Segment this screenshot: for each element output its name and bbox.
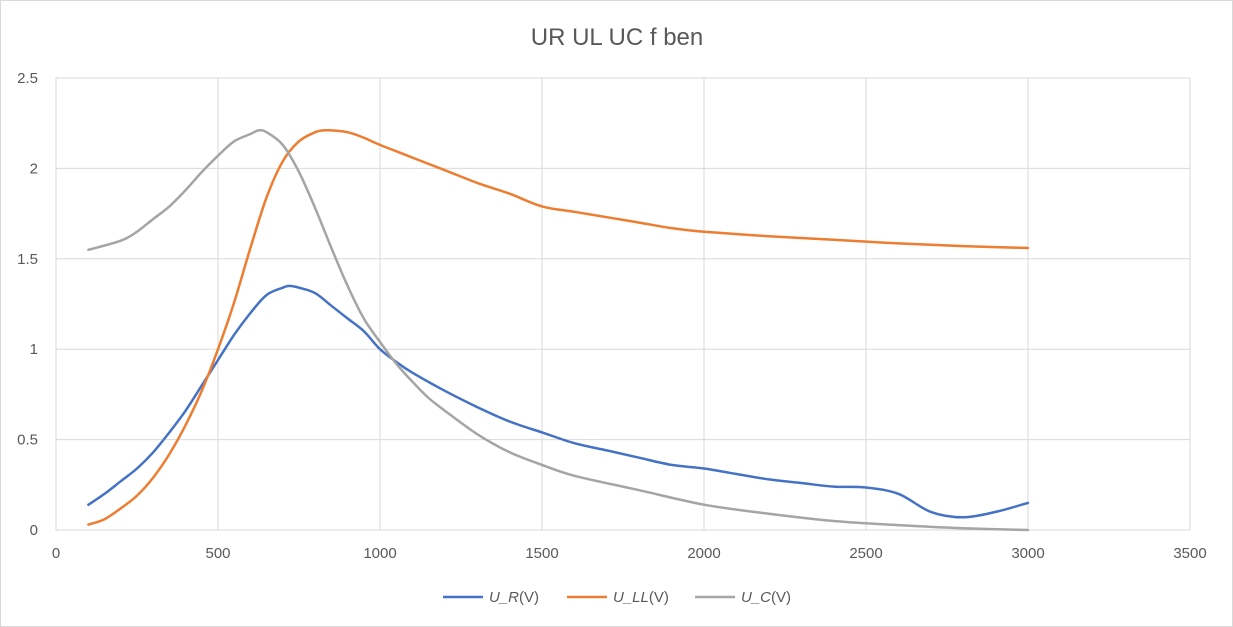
series-lines [87,128,1030,532]
x-tick-label: 0 [52,545,60,562]
legend-item-u-r: U_R(V) [443,589,539,606]
legend-series-unit: (V) [771,589,791,606]
y-tick-label: 0.5 [17,432,38,449]
x-tick-label: 2500 [849,545,882,562]
legend-series-unit: (V) [649,589,669,606]
legend-series-name: U_R [489,589,519,606]
x-tick-label: 1500 [525,545,558,562]
legend-label: U_R(V) [489,589,539,606]
y-tick-label: 2.5 [17,70,38,87]
legend-series-unit: (V) [519,589,539,606]
legend-series-name: U_LL [613,589,649,606]
y-tick-label: 1 [30,341,38,358]
legend-series-name: U_C [741,589,771,606]
chart-title: UR UL UC f ben [531,24,704,51]
x-tick-label: 3000 [1011,545,1044,562]
y-axis-tick-labels: 0 0.5 1 1.5 2 2.5 [17,70,38,539]
legend-item-u-c: U_C(V) [695,589,791,606]
series-line-u-ll [87,128,1030,526]
x-tick-label: 1000 [363,545,396,562]
grid [55,77,1191,531]
y-tick-label: 2 [30,160,38,177]
legend-label: U_C(V) [741,589,791,606]
x-tick-label: 500 [205,545,230,562]
x-tick-label: 3500 [1173,545,1206,562]
x-axis-tick-labels: 0 500 1000 1500 2000 2500 3000 3500 [52,545,1207,562]
y-tick-label: 1.5 [17,251,38,268]
y-tick-label: 0 [30,522,38,539]
legend: U_R(V) U_LL(V) U_C(V) [443,589,791,606]
legend-item-u-ll: U_LL(V) [567,589,669,606]
x-tick-label: 2000 [687,545,720,562]
series-line-u-c [87,128,1030,532]
legend-label: U_LL(V) [613,589,669,606]
